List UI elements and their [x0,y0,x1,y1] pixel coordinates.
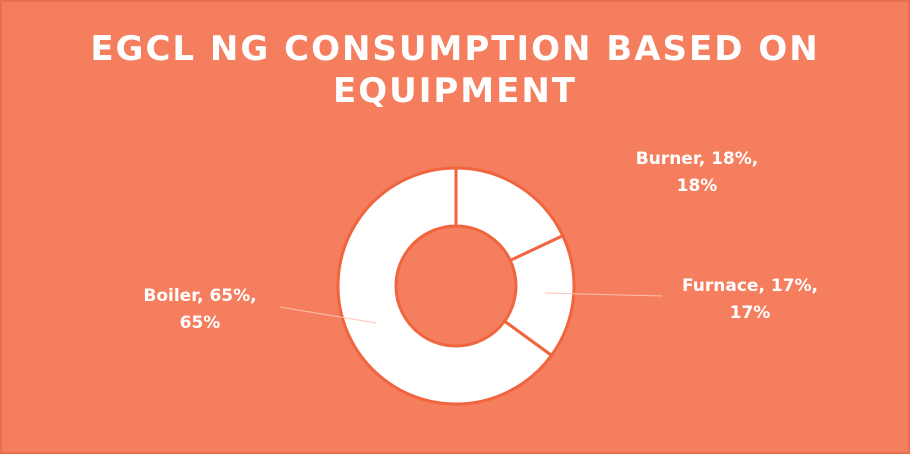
leader-line [544,292,663,297]
chart-title: EGCL NG CONSUMPTION BASED ON EQUIPMENT [90,29,819,111]
data-label: Burner, 18%, 18% [636,149,759,196]
data-label: Furnace, 17%, 17% [682,276,818,323]
leader-line [279,306,377,324]
data-label: Boiler, 65%, 65% [143,286,256,333]
slice [336,166,554,406]
